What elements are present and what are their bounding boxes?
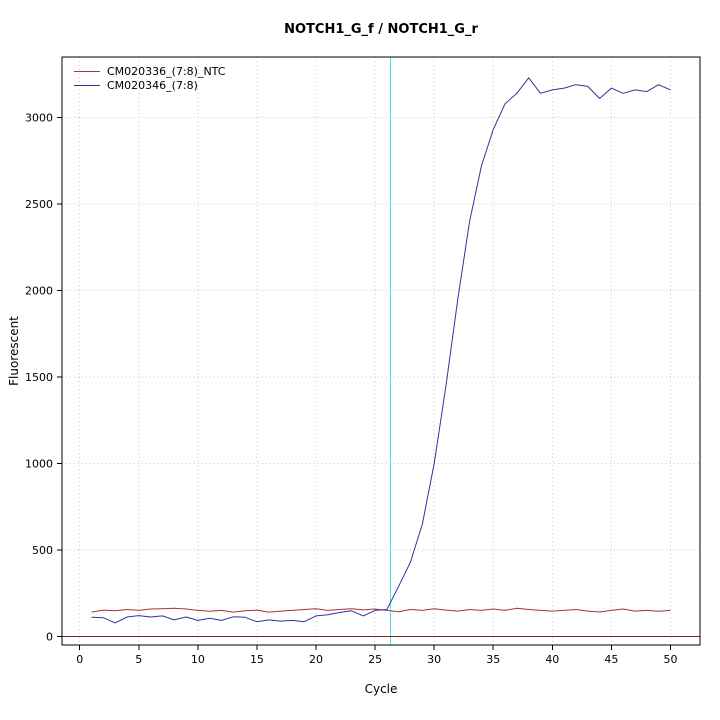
legend-row: CM020346_(7:8) [74,78,225,92]
legend-label: CM020346_(7:8) [107,78,198,92]
y-tick-label: 0 [46,630,53,643]
x-tick-label: 35 [486,653,500,666]
legend: CM020336_(7:8)_NTC CM020346_(7:8) [74,64,225,92]
x-tick-label: 30 [427,653,441,666]
y-tick-label: 2000 [25,284,53,297]
x-tick-label: 10 [191,653,205,666]
plot-border [61,56,701,646]
x-tick-label: 15 [250,653,264,666]
legend-row: CM020336_(7:8)_NTC [74,64,225,78]
chart-title: NOTCH1_G_f / NOTCH1_G_r [284,22,478,37]
x-tick-label: 20 [309,653,323,666]
x-tick-label: 5 [135,653,142,666]
x-tick-label: 25 [368,653,382,666]
y-axis-label: Fluorescent [7,316,21,386]
x-tick-label: 45 [604,653,618,666]
x-tick-label: 50 [663,653,677,666]
legend-line-sample [74,70,100,72]
y-tick-label: 3000 [25,112,53,125]
y-tick-label: 2500 [25,198,53,211]
y-tick-label: 500 [32,544,53,557]
x-axis-label: Cycle [364,682,398,696]
legend-line-sample [74,84,100,86]
legend-label: CM020336_(7:8)_NTC [107,64,226,78]
series-line-CM020346_(7:8) [91,77,671,624]
y-tick-label: 1000 [25,457,53,470]
y-tick-label: 1500 [25,371,53,384]
x-tick-label: 0 [76,653,83,666]
x-tick-label: 40 [545,653,559,666]
